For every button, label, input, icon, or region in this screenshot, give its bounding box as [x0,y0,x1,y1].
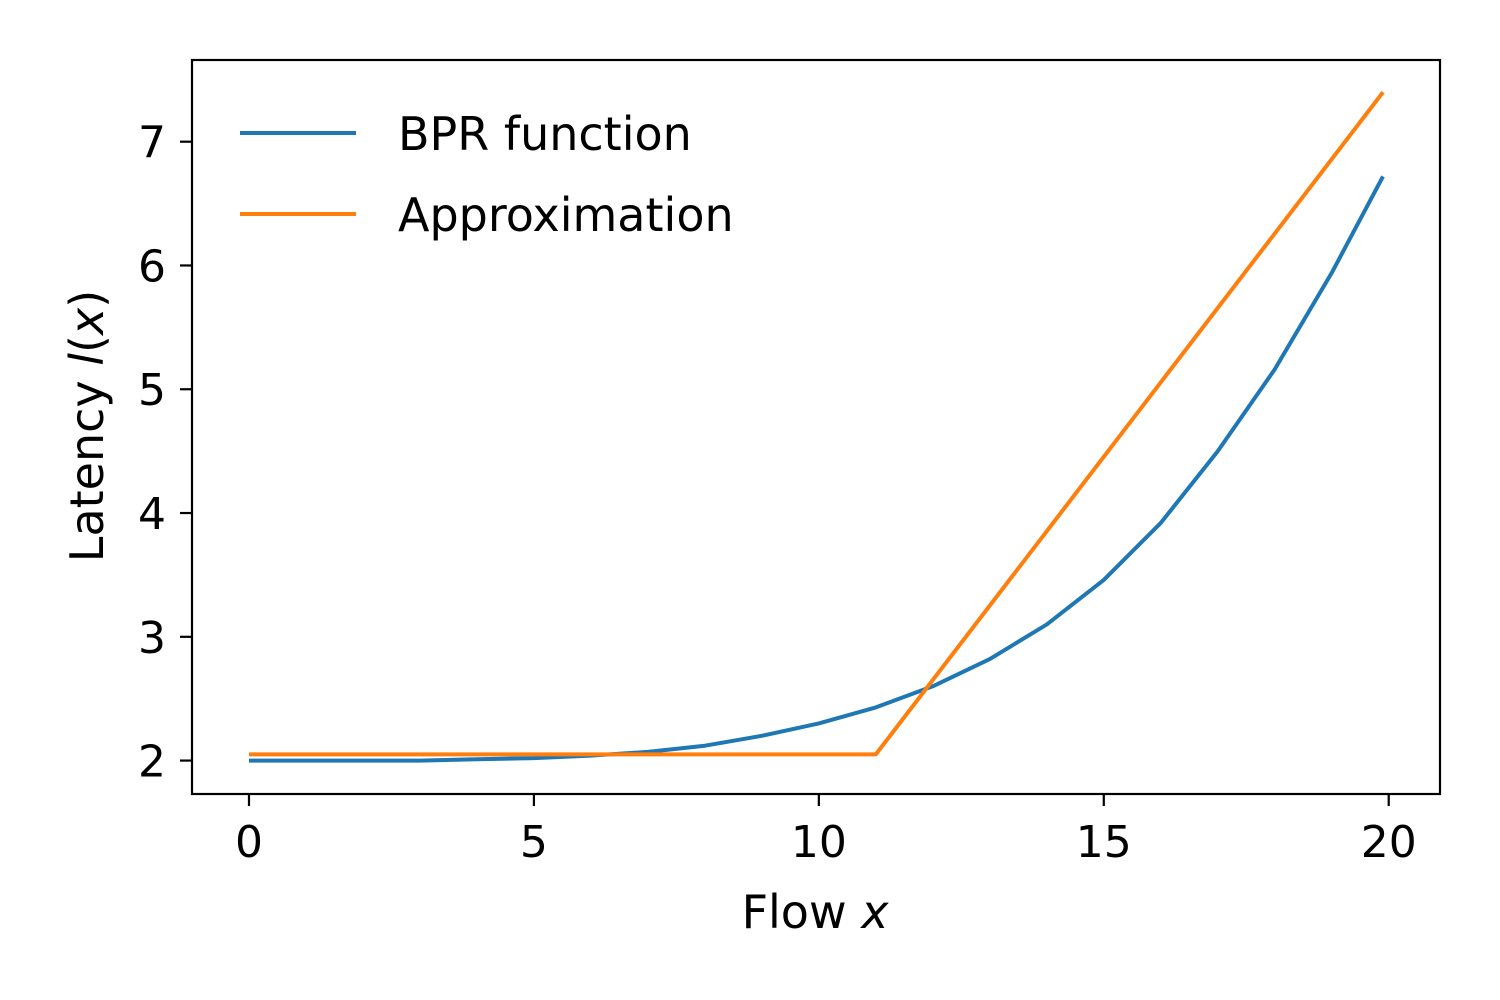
x-tick-label: 20 [1361,817,1417,868]
legend-label-approximation: Approximation [398,188,734,242]
x-tick-label: 5 [520,817,548,868]
y-tick-label: 5 [138,365,166,416]
legend-label-bpr: BPR function [398,107,692,161]
y-axis-ticks: 2 3 4 5 6 7 [138,118,192,788]
y-tick-label: 3 [138,613,166,664]
x-axis-title: Flow x [742,885,890,939]
y-tick-label: 6 [138,241,166,292]
x-tick-label: 15 [1076,817,1132,868]
y-tick-label: 7 [138,118,166,169]
y-axis-title: Latency l(x) [60,290,114,562]
x-tick-label: 10 [791,817,847,868]
plot-lines [249,90,1385,763]
series-line-approximation [249,90,1385,757]
y-tick-label: 2 [138,737,166,788]
x-axis-ticks: 0 5 10 15 20 [235,794,1417,868]
x-tick-label: 0 [235,817,263,868]
plot-frame [190,58,1442,796]
y-tick-label: 4 [138,489,166,540]
legend: BPR function Approximation [240,107,734,242]
series-line-bpr-function [249,175,1385,763]
